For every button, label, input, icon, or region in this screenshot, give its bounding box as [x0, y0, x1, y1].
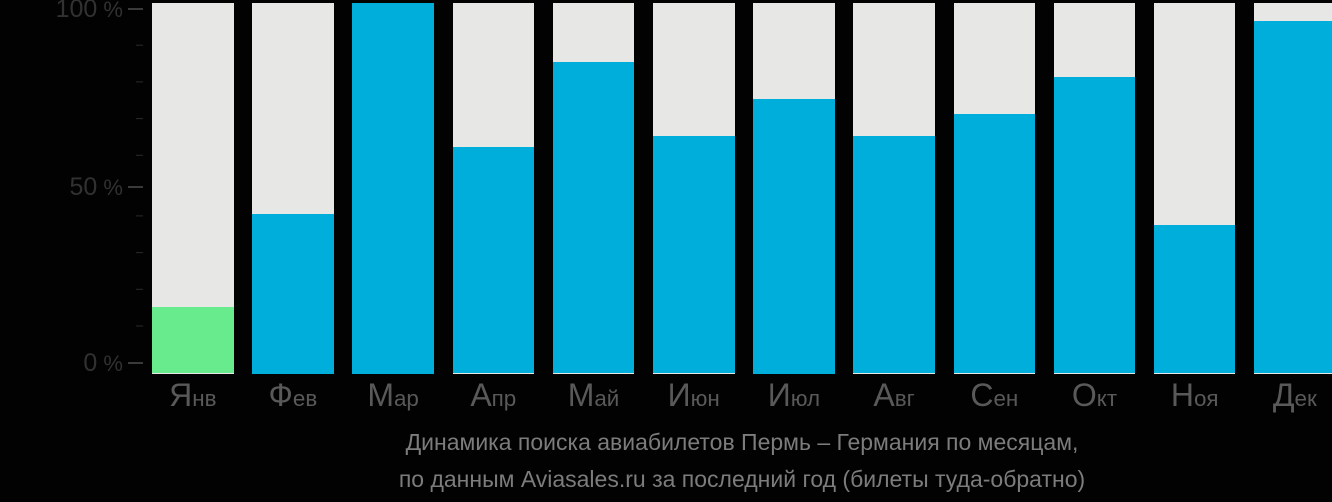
svg-text:Окт: Окт: [1072, 377, 1117, 413]
svg-text:Авг: Авг: [873, 377, 914, 413]
svg-text:по данным Aviasales.ru за посл: по данным Aviasales.ru за последний год …: [399, 466, 1085, 492]
svg-text:Фев: Фев: [269, 377, 318, 413]
svg-text:Мар: Мар: [367, 377, 419, 413]
svg-text:Ноя: Ноя: [1171, 377, 1219, 413]
svg-text:0 %: 0 %: [83, 349, 123, 377]
svg-text:Май: Май: [568, 377, 620, 413]
svg-text:50 %: 50 %: [70, 173, 124, 201]
svg-text:Янв: Янв: [169, 377, 216, 413]
svg-text:Сен: Сен: [970, 377, 1018, 413]
svg-text:Дек: Дек: [1273, 377, 1317, 413]
svg-text:Динамика поиска авиабилетов Пе: Динамика поиска авиабилетов Пермь – Герм…: [406, 429, 1079, 455]
svg-text:100 %: 100 %: [56, 0, 123, 23]
svg-text:Июн: Июн: [668, 377, 720, 413]
svg-text:Июл: Июл: [768, 377, 820, 413]
svg-text:Апр: Апр: [470, 377, 516, 413]
